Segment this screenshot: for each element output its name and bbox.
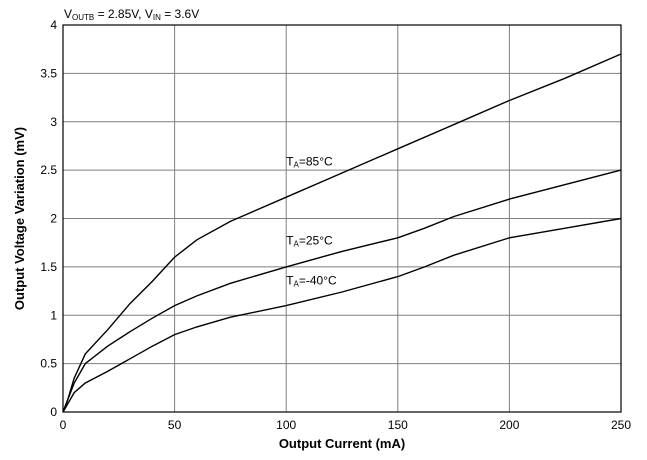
plot-frame xyxy=(62,24,622,413)
series-label-1: TA=25°C xyxy=(286,234,333,249)
chart-title-part-4: = 3.6V xyxy=(161,7,199,21)
series-line-1 xyxy=(62,169,622,413)
y-tick-label-6: 3 xyxy=(50,115,57,129)
series-layer xyxy=(62,53,622,413)
y-tick-label-3: 1.5 xyxy=(40,260,57,274)
x-tick-labels: 0 50 100 150 200 250 xyxy=(60,418,632,432)
chart-title-part-0: V xyxy=(64,7,72,21)
chart-title-part-2: = 2.85V, V xyxy=(94,7,153,21)
x-tick-label-1: 50 xyxy=(168,418,182,432)
y-tick-label-5: 2.5 xyxy=(40,163,57,177)
y-axis-title: Output Voltage Variation (mV) xyxy=(12,127,27,310)
series-label-0: TA=85°C xyxy=(286,154,333,169)
y-tick-label-1: 0.5 xyxy=(40,357,57,371)
series-line-2 xyxy=(62,217,622,413)
chart-title-part-3: IN xyxy=(153,13,161,22)
series-label-0-part-2: =85°C xyxy=(299,154,333,168)
x-axis-title: Output Current (mA) xyxy=(279,436,405,451)
x-tick-label-5: 250 xyxy=(611,418,631,432)
y-tick-label-8: 4 xyxy=(50,18,57,32)
x-tick-label-2: 100 xyxy=(276,418,296,432)
grid-lines xyxy=(63,25,621,412)
chart-title: VOUTB = 2.85V, VIN = 3.6V xyxy=(64,7,199,22)
y-tick-labels: 0 0.5 1 1.5 2 2.5 3 3.5 4 xyxy=(40,18,57,419)
x-tick-label-3: 150 xyxy=(388,418,408,432)
series-label-1-part-0: T xyxy=(286,234,294,248)
series-line-0 xyxy=(62,53,622,413)
series-label-2-part-2: =-40°C xyxy=(299,273,337,287)
series-label-1-part-2: =25°C xyxy=(299,234,333,248)
series-label-2-part-0: T xyxy=(286,273,294,287)
series-labels: TA=85°CTA=25°CTA=-40°C xyxy=(286,154,337,288)
series-label-2-part-1: A xyxy=(294,279,300,288)
series-label-0-part-0: T xyxy=(286,154,294,168)
x-tick-label-0: 0 xyxy=(60,418,67,432)
chart-title-part-1: OUTB xyxy=(72,13,94,22)
y-tick-label-2: 1 xyxy=(50,308,57,322)
y-tick-label-0: 0 xyxy=(50,405,57,419)
series-label-1-part-1: A xyxy=(294,240,300,249)
series-label-0-part-1: A xyxy=(294,160,300,169)
y-tick-label-4: 2 xyxy=(50,212,57,226)
y-tick-label-7: 3.5 xyxy=(40,66,57,80)
series-label-2: TA=-40°C xyxy=(286,273,337,288)
x-tick-label-4: 200 xyxy=(499,418,519,432)
